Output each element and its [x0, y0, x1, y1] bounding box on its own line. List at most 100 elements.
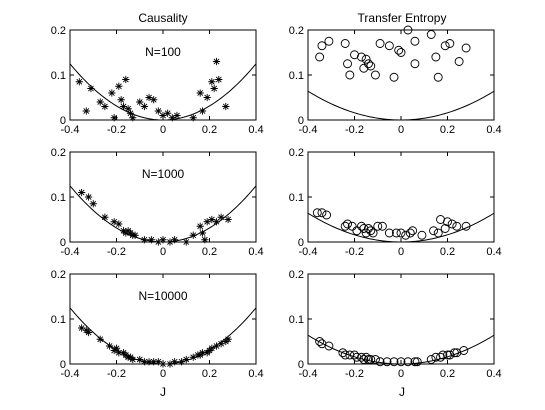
x-tick-label: 0.2	[440, 368, 455, 380]
axes-frame	[307, 29, 495, 121]
data-point	[366, 226, 376, 236]
data-point	[345, 350, 355, 360]
data-point	[364, 59, 373, 69]
data-point	[461, 43, 471, 53]
data-point	[82, 107, 90, 115]
data-point	[222, 102, 230, 111]
data-point	[217, 340, 225, 348]
data-point	[145, 93, 153, 102]
y-tick-label: 0	[60, 359, 66, 371]
y-tick-label: 0.1	[51, 70, 66, 82]
y-tick-label: 0.2	[51, 269, 66, 281]
data-point	[394, 45, 404, 55]
data-point	[452, 348, 462, 358]
data-point	[359, 224, 369, 233]
panel-transfer-entropy-n1000: -0.4 -0.2 0 0.2 0.4 0 0.1 0.2	[289, 147, 502, 258]
data-point	[317, 41, 327, 51]
data-point	[436, 215, 445, 224]
data-point	[208, 78, 216, 86]
data-point	[212, 218, 221, 226]
data-point	[124, 105, 132, 113]
x-tick-label: 0	[398, 246, 404, 258]
data-point	[364, 224, 373, 233]
data-point	[357, 221, 366, 231]
axes-frame	[69, 151, 257, 243]
x-tick-label: -0.2	[107, 368, 126, 380]
x-tick-label: -0.4	[299, 368, 318, 380]
data-point	[85, 193, 93, 201]
x-tick-label: -0.2	[107, 246, 126, 258]
data-point	[210, 84, 218, 93]
x-tick-label: -0.2	[345, 368, 364, 380]
data-point	[359, 355, 369, 364]
data-point	[317, 339, 327, 349]
data-point	[136, 355, 144, 364]
data-point	[75, 78, 83, 86]
data-point	[101, 102, 109, 111]
x-tick-label: 0.2	[202, 246, 217, 258]
x-tick-label: 0.2	[440, 124, 455, 136]
x-tick-label: 0.4	[486, 124, 501, 136]
y-tick-label: 0	[60, 115, 66, 127]
x-tick-label: 0.4	[248, 368, 263, 380]
data-point	[110, 218, 118, 226]
data-point	[345, 70, 355, 80]
reference-curve	[308, 212, 494, 242]
data-point	[203, 218, 211, 226]
data-point	[129, 355, 137, 364]
data-point	[443, 217, 452, 227]
y-tick-label: 0	[298, 115, 304, 127]
data-point	[461, 221, 471, 231]
x-tick-label: 0	[160, 124, 166, 136]
data-point	[110, 114, 118, 122]
y-tick-label: 0.2	[289, 147, 304, 159]
x-tick-label: -0.2	[107, 124, 126, 136]
data-point	[426, 30, 436, 39]
data-point	[440, 224, 450, 233]
x-tick-label: 0	[398, 368, 404, 380]
y-tick-label: 0	[298, 237, 304, 249]
x-tick-label: 0.4	[248, 246, 263, 258]
data-point	[196, 222, 204, 230]
x-tick-label: -0.4	[299, 246, 318, 258]
data-point	[182, 238, 190, 246]
data-point	[396, 357, 406, 367]
data-point	[140, 236, 148, 244]
reference-curve	[308, 90, 494, 120]
data-point	[189, 353, 197, 361]
data-point	[445, 39, 455, 48]
data-point	[431, 52, 441, 62]
data-point	[78, 188, 86, 197]
y-tick-label: 0.2	[289, 25, 304, 37]
data-point	[140, 102, 148, 111]
data-point	[447, 219, 457, 229]
data-point	[166, 360, 174, 368]
data-point	[352, 352, 362, 362]
data-point	[212, 57, 221, 66]
data-point	[433, 72, 443, 82]
data-point	[410, 36, 420, 46]
data-point	[198, 107, 207, 115]
x-axis-label-right: J	[399, 385, 405, 399]
data-point	[115, 349, 123, 357]
data-point	[454, 57, 464, 66]
data-point	[171, 236, 179, 244]
data-point	[384, 41, 394, 51]
data-point	[370, 70, 380, 80]
x-axis-label-left: J	[160, 385, 166, 399]
y-tick-label: 0.2	[51, 25, 66, 37]
data-point	[119, 102, 128, 111]
data-point	[224, 215, 232, 224]
data-point	[201, 236, 209, 244]
data-point	[147, 236, 155, 244]
data-point	[322, 210, 332, 220]
data-point	[417, 230, 427, 240]
data-point	[375, 39, 385, 48]
data-point	[315, 52, 325, 62]
y-tick-label: 0	[298, 359, 304, 371]
data-point	[384, 228, 394, 238]
data-point	[350, 50, 359, 60]
x-tick-label: 0.4	[486, 368, 501, 380]
data-point	[168, 114, 176, 122]
